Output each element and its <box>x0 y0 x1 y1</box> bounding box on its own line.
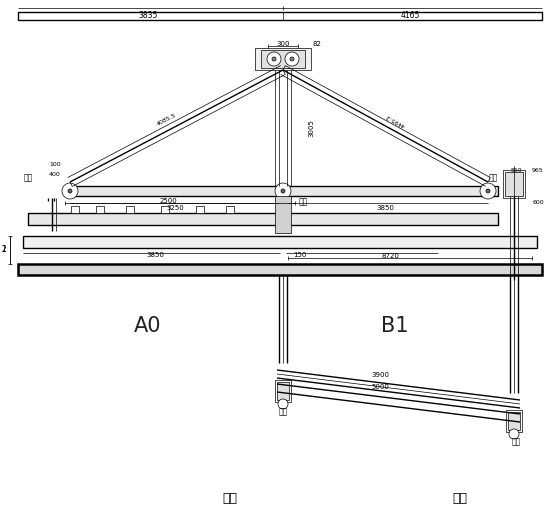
Text: 1: 1 <box>1 246 6 255</box>
Bar <box>275 380 291 402</box>
Text: 测点: 测点 <box>278 408 288 417</box>
Circle shape <box>290 57 294 61</box>
Text: 965: 965 <box>532 168 544 174</box>
Bar <box>23 236 537 248</box>
Bar <box>126 206 134 213</box>
Bar <box>277 382 289 400</box>
Text: 岁点: 岁点 <box>511 438 521 447</box>
Text: 4495.2: 4495.2 <box>385 113 407 127</box>
Circle shape <box>486 189 490 193</box>
Bar <box>255 48 311 70</box>
Bar <box>508 412 520 430</box>
Circle shape <box>275 183 291 199</box>
Text: B1: B1 <box>381 316 409 336</box>
Bar <box>275 196 291 233</box>
Text: 600: 600 <box>532 199 544 205</box>
Bar <box>505 172 523 196</box>
Text: 3850: 3850 <box>146 252 164 258</box>
Text: 测点: 测点 <box>488 174 498 183</box>
Text: 后端: 后端 <box>222 492 237 505</box>
Bar <box>226 206 234 213</box>
Bar <box>196 206 204 213</box>
Text: 3835: 3835 <box>138 12 158 21</box>
Circle shape <box>272 57 276 61</box>
Bar <box>18 12 542 20</box>
Text: 100: 100 <box>49 161 61 167</box>
Bar <box>65 186 498 196</box>
Text: 300: 300 <box>276 41 290 47</box>
Text: 尚点: 尚点 <box>24 174 32 183</box>
Bar <box>18 264 542 275</box>
Circle shape <box>281 189 285 193</box>
Text: A0: A0 <box>134 316 162 336</box>
Bar <box>96 206 104 213</box>
Bar <box>161 206 169 213</box>
Text: 3250: 3250 <box>166 205 184 211</box>
Text: 4165: 4165 <box>400 12 419 21</box>
Bar <box>503 170 525 198</box>
Text: 550: 550 <box>510 168 522 174</box>
Circle shape <box>509 429 519 439</box>
Circle shape <box>68 189 72 193</box>
Bar <box>23 236 537 248</box>
Circle shape <box>278 399 288 409</box>
Text: 3850: 3850 <box>376 205 394 211</box>
Text: 5000: 5000 <box>371 384 389 390</box>
Text: 82: 82 <box>312 41 321 47</box>
Text: 2500: 2500 <box>159 198 177 204</box>
Circle shape <box>267 52 281 66</box>
Bar <box>506 410 522 432</box>
Circle shape <box>480 183 496 199</box>
Bar <box>71 206 79 213</box>
Text: 前端: 前端 <box>452 492 468 505</box>
Bar <box>28 213 498 225</box>
Text: 150: 150 <box>293 252 307 258</box>
Text: 400: 400 <box>49 171 61 177</box>
Text: 测点: 测点 <box>298 197 307 207</box>
Text: 4085.5: 4085.5 <box>156 113 177 127</box>
Circle shape <box>285 52 299 66</box>
Text: 2: 2 <box>1 246 6 255</box>
Text: 8720: 8720 <box>381 253 399 259</box>
Text: 3005: 3005 <box>308 119 314 137</box>
Text: 3900: 3900 <box>371 372 389 378</box>
Bar <box>261 50 305 68</box>
Circle shape <box>62 183 78 199</box>
